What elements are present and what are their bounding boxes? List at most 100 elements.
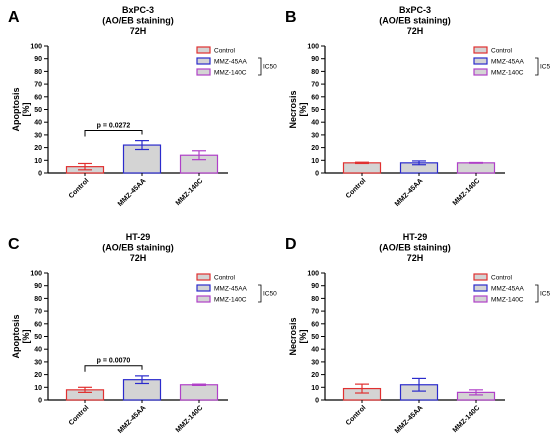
- chart-title-line: (AO/EB staining): [102, 243, 174, 253]
- y-tick-label: 80: [311, 69, 319, 76]
- legend-label: Control: [491, 275, 513, 282]
- y-tick-label: 70: [34, 309, 42, 316]
- y-tick-label: 60: [34, 94, 42, 101]
- y-tick-label: 60: [34, 321, 42, 328]
- legend-swatch: [196, 57, 211, 65]
- chart-title-line: BxPC-3: [399, 5, 431, 15]
- ic50-label: IC50: [540, 64, 550, 71]
- ic50-label: IC50: [263, 291, 277, 298]
- y-tick-label: 10: [34, 158, 42, 165]
- x-tick-label: Control: [68, 177, 91, 200]
- legend-label: MMZ-140C: [491, 70, 524, 77]
- legend-swatch: [473, 46, 488, 54]
- chart-panel-b: B BxPC-3(AO/EB staining)72H Necrosis [%] 0 10…: [285, 5, 550, 208]
- bar-control: [342, 162, 382, 174]
- legend-swatch: [473, 57, 488, 65]
- y-tick-label: 70: [311, 309, 319, 316]
- x-tick-label: MMZ-140C: [452, 404, 482, 434]
- y-tick-label: 60: [311, 94, 319, 101]
- y-tick-label: 60: [311, 321, 319, 328]
- y-axis-unit: [%]: [298, 103, 308, 117]
- legend-swatch: [473, 68, 488, 76]
- legend-swatch: [473, 295, 488, 303]
- y-tick-label: 0: [38, 398, 42, 405]
- chart-panel-d: D HT-29(AO/EB staining)72H Necrosis [%] 0 10 2…: [285, 232, 550, 435]
- p-value-label: p = 0.0272: [97, 122, 131, 129]
- y-tick-label: 80: [34, 69, 42, 76]
- x-tick-label: MMZ-45AA: [117, 177, 148, 208]
- y-tick-label: 20: [34, 372, 42, 379]
- x-tick-label: MMZ-140C: [175, 404, 205, 434]
- chart-title-line: (AO/EB staining): [102, 16, 174, 26]
- y-tick-label: 20: [311, 145, 319, 152]
- significance-bracket: [84, 365, 143, 372]
- y-tick-label: 40: [311, 347, 319, 354]
- chart-title-line: HT-29: [403, 232, 428, 242]
- legend-bracket: [258, 57, 262, 76]
- y-axis-unit: [%]: [21, 330, 31, 344]
- y-tick-label: 70: [34, 82, 42, 89]
- y-axis-label: Apoptosis: [11, 88, 21, 132]
- x-tick-label: Control: [345, 177, 368, 200]
- y-tick-label: 30: [311, 132, 319, 139]
- legend-swatch: [473, 284, 488, 292]
- x-tick-label: MMZ-45AA: [394, 177, 425, 208]
- y-tick-label: 100: [30, 44, 42, 51]
- y-tick-label: 0: [38, 171, 42, 178]
- x-tick-label: MMZ-45AA: [117, 404, 148, 435]
- y-tick-label: 80: [311, 296, 319, 303]
- x-tick-label: MMZ-140C: [175, 177, 205, 207]
- panel-letter: C: [8, 236, 20, 253]
- chart-title-line: 72H: [407, 26, 424, 36]
- legend-label: MMZ-45AA: [491, 59, 525, 66]
- y-axis-label: Necrosis: [288, 317, 298, 355]
- y-tick-label: 30: [311, 359, 319, 366]
- legend-label: MMZ-45AA: [491, 286, 525, 293]
- y-tick-label: 90: [311, 56, 319, 63]
- chart-title-line: 72H: [130, 26, 147, 36]
- y-tick-label: 0: [315, 171, 319, 178]
- y-tick-label: 30: [34, 359, 42, 366]
- y-tick-label: 100: [30, 271, 42, 278]
- x-tick-label: Control: [345, 404, 368, 427]
- chart-title-line: 72H: [130, 253, 147, 263]
- y-tick-label: 20: [311, 372, 319, 379]
- y-tick-label: 10: [34, 385, 42, 392]
- y-tick-label: 90: [311, 283, 319, 290]
- y-tick-label: 80: [34, 296, 42, 303]
- y-tick-label: 40: [34, 347, 42, 354]
- y-axis-unit: [%]: [298, 330, 308, 344]
- significance-bracket: [84, 129, 143, 137]
- legend-swatch: [196, 273, 211, 281]
- y-tick-label: 20: [34, 145, 42, 152]
- y-axis-label: Necrosis: [288, 90, 298, 128]
- x-tick-label: Control: [68, 404, 91, 427]
- panel-letter: D: [285, 236, 297, 253]
- chart-panel-c: C HT-29(AO/EB staining)72H Apoptosis [%] 0 10…: [8, 232, 277, 435]
- y-tick-label: 90: [34, 283, 42, 290]
- legend-swatch: [196, 295, 211, 303]
- legend-swatch: [473, 273, 488, 281]
- legend-label: MMZ-45AA: [214, 59, 248, 66]
- x-tick-label: MMZ-140C: [452, 177, 482, 207]
- y-tick-label: 40: [34, 120, 42, 127]
- chart-title-line: (AO/EB staining): [379, 243, 451, 253]
- legend-bracket: [535, 57, 539, 76]
- y-tick-label: 50: [311, 334, 319, 341]
- legend-label: MMZ-140C: [491, 297, 524, 304]
- legend-bracket: [535, 284, 539, 303]
- chart-panel-a: A BxPC-3(AO/EB staining)72H Apoptosis [%] 0 1…: [8, 5, 277, 208]
- y-tick-label: 100: [307, 271, 319, 278]
- y-tick-label: 50: [311, 107, 319, 114]
- ic50-label: IC50: [540, 291, 550, 298]
- y-tick-label: 90: [34, 56, 42, 63]
- y-tick-label: 10: [311, 385, 319, 392]
- chart-title-line: (AO/EB staining): [379, 16, 451, 26]
- legend-label: Control: [491, 48, 513, 55]
- chart-title-line: BxPC-3: [122, 5, 154, 15]
- legend-swatch: [196, 284, 211, 292]
- bar-mmz-140c: [456, 162, 496, 174]
- legend-label: MMZ-45AA: [214, 286, 248, 293]
- y-tick-label: 100: [307, 44, 319, 51]
